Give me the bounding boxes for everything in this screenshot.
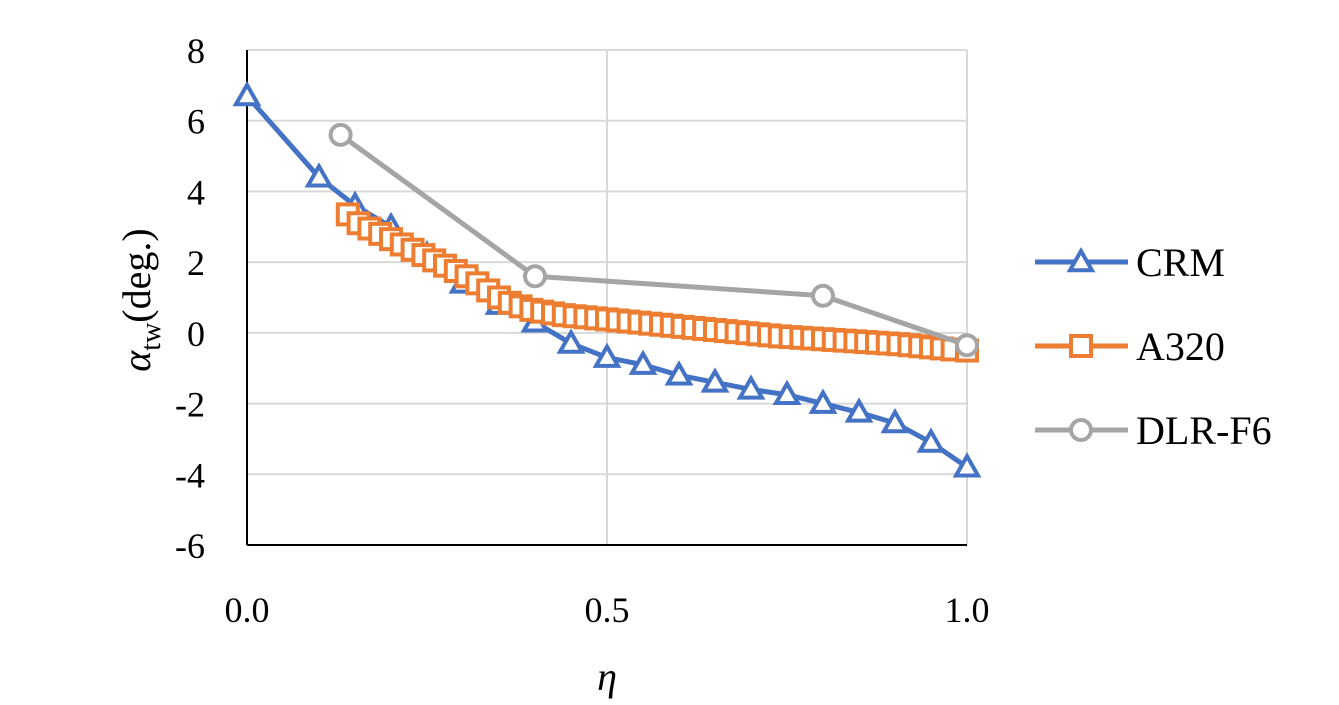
data-point-crm [232, 80, 262, 107]
y-axis-subscript: tw [136, 322, 167, 351]
y-tick-label: 6 [187, 102, 205, 142]
y-axis-label: αtw(deg.) [114, 228, 167, 371]
legend-item-a320: A320 [1035, 324, 1225, 369]
legend-marker [1066, 246, 1096, 273]
legend-label: A320 [1136, 324, 1225, 369]
data-point-dlr-f6 [523, 264, 547, 289]
y-tick-label: -2 [175, 385, 205, 425]
y-tick-labels: -6 -4 -2 0 2 4 6 8 [175, 31, 205, 566]
legend-marker [1069, 334, 1093, 358]
data-point-crm [304, 162, 334, 188]
legend-label: DLR-F6 [1136, 408, 1272, 453]
y-tick-label: 2 [187, 243, 205, 283]
x-tick-labels: 0.0 0.5 1.0 [225, 590, 990, 630]
x-tick-label: 0.0 [225, 590, 270, 630]
gridlines [247, 49, 968, 545]
y-tick-label: -4 [175, 455, 205, 495]
axes [246, 50, 967, 546]
x-tick-label: 0.5 [585, 590, 630, 630]
x-axis-label: η [597, 654, 617, 699]
data-point-crm [628, 349, 658, 375]
series-line-dlr-f6 [339, 132, 968, 348]
y-tick-label: 0 [187, 314, 205, 354]
y-tick-label: 4 [187, 172, 205, 212]
data-point-crm [736, 374, 766, 400]
legend-item-dlr-f6: DLR-F6 [1035, 408, 1272, 453]
y-axis-symbol: α [114, 350, 159, 372]
data-point-dlr-f6 [955, 333, 979, 358]
data-point-crm [844, 397, 874, 423]
x-tick-label: 1.0 [945, 590, 990, 630]
legend: CRM A320 DLR-F6 [1035, 240, 1272, 453]
data-point-dlr-f6 [328, 122, 353, 147]
data-point-crm [556, 328, 586, 354]
data-point-crm [772, 379, 802, 405]
data-point-dlr-f6 [811, 283, 835, 308]
data-point-crm [808, 388, 838, 414]
y-tick-label: -6 [175, 526, 205, 566]
series-dlr-f6 [328, 122, 979, 358]
data-point-crm [664, 360, 694, 386]
y-tick-label: 8 [187, 31, 205, 71]
data-point-crm [592, 342, 622, 368]
data-point-crm [916, 427, 946, 453]
data-point-crm [952, 452, 982, 478]
legend-label: CRM [1136, 240, 1225, 285]
data-point-crm [700, 367, 730, 393]
data-series [232, 80, 982, 478]
legend-item-crm: CRM [1035, 240, 1225, 285]
y-axis-unit: (deg.) [114, 228, 159, 322]
legend-marker [1069, 418, 1093, 442]
data-point-crm [880, 407, 910, 434]
